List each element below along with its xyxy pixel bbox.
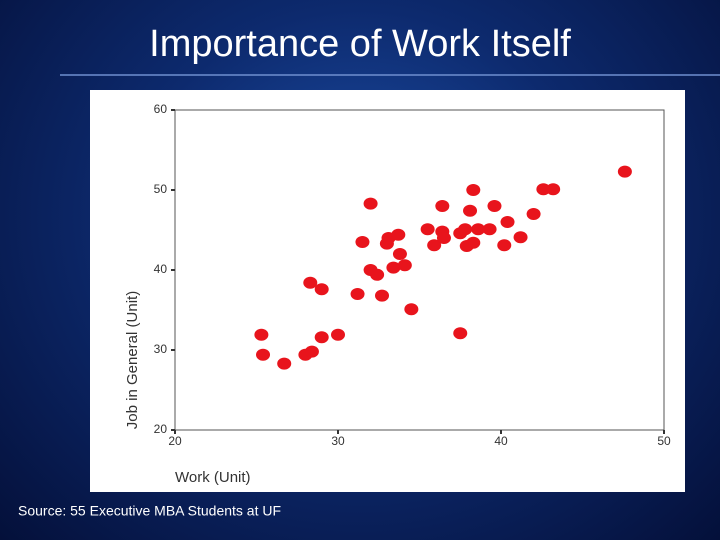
point [471, 223, 486, 236]
point [314, 331, 329, 344]
point [375, 289, 390, 302]
point [386, 261, 401, 274]
point [617, 165, 632, 178]
y-axis-label: Job in General (Unit) [124, 291, 141, 429]
point [355, 236, 370, 248]
x-tick-label: 40 [494, 434, 508, 448]
point [350, 288, 365, 300]
point [463, 204, 478, 217]
x-tick-label: 20 [168, 434, 182, 448]
point [331, 328, 345, 341]
point [277, 357, 292, 370]
point [314, 283, 329, 296]
point [370, 268, 385, 281]
point [526, 208, 541, 220]
point [482, 223, 497, 236]
point [436, 232, 451, 244]
point [303, 276, 318, 289]
point [536, 183, 551, 196]
point [500, 216, 515, 228]
point [397, 259, 412, 272]
point [392, 248, 407, 260]
x-tick-label: 30 [331, 434, 345, 448]
point [497, 239, 512, 252]
point [404, 303, 419, 316]
point [546, 183, 561, 196]
point [487, 200, 502, 212]
chart-panel [90, 90, 685, 492]
point [256, 348, 271, 361]
point [513, 231, 528, 244]
point [466, 184, 481, 196]
point [458, 223, 473, 236]
y-tick-label: 20 [154, 422, 168, 436]
point [254, 328, 269, 341]
y-tick-label: 50 [154, 182, 168, 196]
point [391, 228, 406, 241]
y-tick-label: 40 [154, 262, 168, 276]
point [420, 223, 435, 236]
x-axis-label: Work (Unit) [175, 469, 251, 486]
slide-title: Importance of Work Itself [149, 23, 571, 65]
point [363, 197, 378, 210]
x-tick-label: 50 [657, 434, 671, 448]
y-tick-label: 30 [154, 342, 168, 356]
point [427, 239, 442, 252]
point [304, 345, 319, 358]
point [466, 236, 481, 249]
point [453, 327, 468, 340]
source-note: Source: 55 Executive MBA Students at UF [18, 503, 281, 519]
y-tick-label: 60 [154, 102, 168, 116]
point [435, 200, 450, 212]
